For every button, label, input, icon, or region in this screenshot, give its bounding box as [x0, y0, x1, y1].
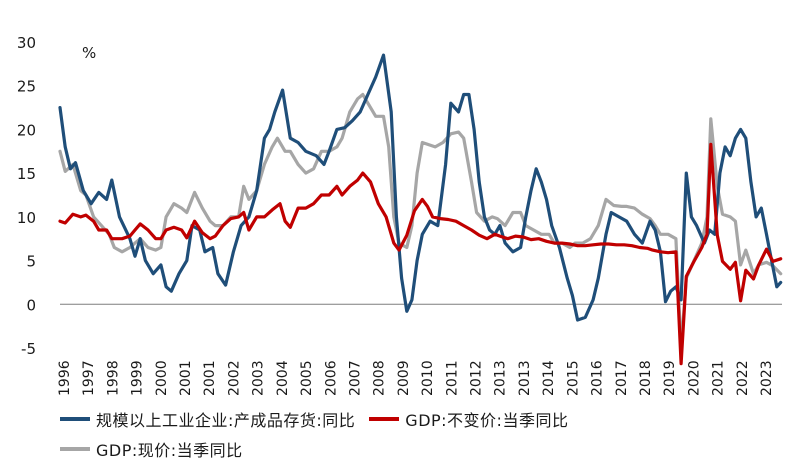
x-tick-label: 2013 [493, 360, 509, 396]
legend-swatch-nominal-gdp [60, 447, 90, 451]
x-tick-label: 2012 [469, 360, 485, 396]
x-tick-label: 2014 [541, 360, 557, 396]
legend-row-2: GDP:现价:当季同比 [60, 434, 780, 464]
x-tick-label: 2004 [275, 360, 291, 396]
x-axis: 1996 1997 1998 1999 2000 2001 2001 2002 2003 2004… [57, 303, 782, 396]
x-tick-label: 2001 [178, 360, 194, 396]
y-unit-label: % [82, 44, 96, 62]
x-tick-label: 2011 [444, 360, 460, 396]
x-tick-label: 1996 [57, 360, 73, 396]
legend-item-nominal-gdp: GDP:现价:当季同比 [60, 437, 243, 461]
x-tick-label: 2018 [638, 360, 654, 396]
series-line-2 [58, 92, 783, 350]
x-tick-label: 2001 [202, 360, 218, 396]
series-layer [58, 53, 783, 366]
x-tick-label: 2008 [372, 360, 388, 396]
legend-label-inventory: 规模以上工业企业:产成品存货:同比 [96, 411, 356, 430]
x-tick-label: 2021 [711, 360, 727, 396]
x-tick-label: 2023 [759, 360, 775, 396]
x-tick-label: 2020 [686, 360, 702, 396]
series-line-0 [58, 53, 783, 322]
x-tick-label: 1999 [130, 360, 146, 396]
y-tick-label: 30 [17, 34, 36, 52]
y-tick-label: 20 [17, 121, 36, 139]
legend-swatch-inventory [60, 417, 90, 421]
y-tick-label: 5 [26, 253, 36, 271]
legend-row-1: 规模以上工业企业:产成品存货:同比 GDP:不变价:当季同比 [60, 404, 780, 434]
x-tick-label: 2003 [251, 360, 267, 396]
x-tick-label: 2002 [226, 360, 242, 396]
series-line-1 [58, 142, 783, 366]
x-tick-label: 2006 [323, 360, 339, 396]
y-tick-label: 25 [17, 78, 36, 96]
x-tick-label: 2013 [517, 360, 533, 396]
x-tick-label: 2017 [614, 360, 630, 396]
x-tick-label: 2000 [154, 360, 170, 396]
x-tick-label: 1997 [81, 360, 97, 396]
x-tick-label: 2010 [420, 360, 436, 396]
x-tick-label: 2007 [347, 360, 363, 396]
legend-item-inventory: 规模以上工业企业:产成品存货:同比 [60, 407, 355, 431]
y-axis: 30 25 20 15 10 5 0 -5 [17, 34, 36, 358]
legend-swatch-real-gdp [369, 417, 400, 421]
x-tick-label: 2009 [396, 360, 412, 396]
legend-label-real-gdp: GDP:不变价:当季同比 [405, 411, 569, 430]
y-tick-label: 0 [26, 296, 36, 314]
y-tick-label: -5 [21, 340, 36, 358]
x-tick-label: 2019 [662, 360, 678, 396]
legend: 规模以上工业企业:产成品存货:同比 GDP:不变价:当季同比 GDP:现价:当季… [60, 404, 780, 464]
x-tick-label: 2022 [735, 360, 751, 396]
y-tick-label: 10 [17, 209, 36, 227]
x-tick-label: 2005 [299, 360, 315, 396]
legend-label-nominal-gdp: GDP:现价:当季同比 [96, 441, 243, 460]
x-tick-label: 2015 [565, 360, 581, 396]
x-tick-label: 2016 [590, 360, 606, 396]
y-tick-label: 15 [17, 165, 36, 183]
x-tick-label: 1998 [105, 360, 121, 396]
legend-item-real-gdp: GDP:不变价:当季同比 [369, 407, 568, 431]
